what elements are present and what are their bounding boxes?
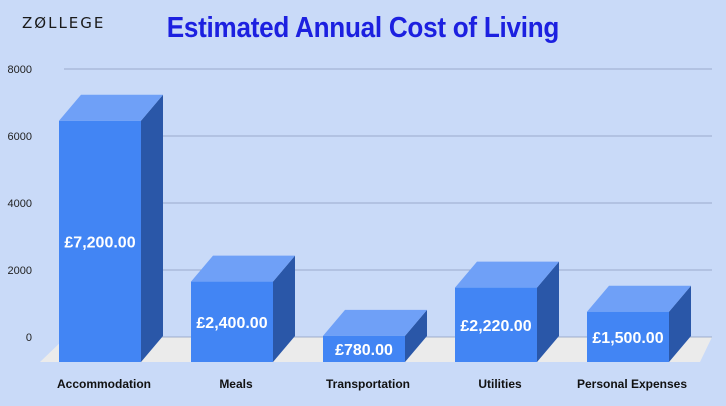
bar xyxy=(455,287,537,362)
bar-top xyxy=(587,285,691,312)
bar-side xyxy=(273,255,295,362)
bar-top xyxy=(455,261,559,288)
bar-side xyxy=(405,309,427,362)
x-tick-label: Meals xyxy=(219,377,253,391)
bar-side xyxy=(537,261,559,362)
bar-side xyxy=(141,94,163,363)
data-label: £1,500.00 xyxy=(592,330,663,347)
y-tick-label: 0 xyxy=(26,332,32,344)
data-label: £2,220.00 xyxy=(460,318,531,335)
brand-logo: ZØLLEGE xyxy=(22,14,106,32)
chart-title: Estimated Annual Cost of Living xyxy=(166,12,560,44)
bar xyxy=(59,120,141,362)
y-tick-label: 8000 xyxy=(8,64,32,76)
bar-side xyxy=(669,285,691,362)
data-label: £7,200.00 xyxy=(64,234,135,251)
bar xyxy=(323,335,405,362)
bar-top xyxy=(191,255,295,282)
bar-top xyxy=(59,94,163,121)
data-label: £2,400.00 xyxy=(196,315,267,332)
x-tick-label: Personal Expenses xyxy=(577,377,687,391)
y-tick-label: 2000 xyxy=(8,265,32,277)
y-tick-label: 6000 xyxy=(8,131,32,143)
bar-top xyxy=(323,309,427,336)
data-label: £780.00 xyxy=(335,342,393,359)
x-tick-label: Accommodation xyxy=(57,377,151,391)
x-tick-label: Utilities xyxy=(478,377,522,391)
bar xyxy=(587,311,669,362)
bar xyxy=(191,281,273,362)
x-tick-label: Transportation xyxy=(326,377,410,391)
y-tick-label: 4000 xyxy=(8,198,32,210)
